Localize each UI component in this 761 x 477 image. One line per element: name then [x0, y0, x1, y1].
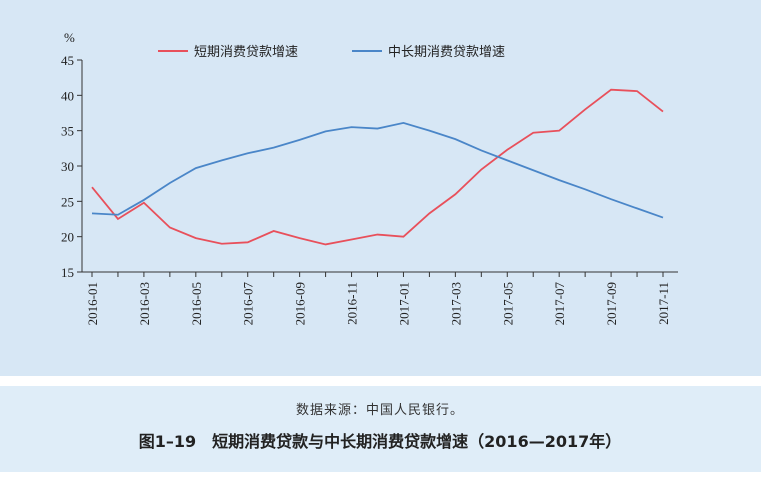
x-tick-label: 2017-11 — [656, 282, 671, 325]
y-tick-label: 45 — [61, 53, 74, 68]
x-tick-label: 2016-09 — [293, 282, 308, 325]
y-tick-label: 15 — [61, 265, 74, 280]
x-tick-label: 2017-07 — [552, 282, 567, 326]
y-tick-label: 20 — [61, 230, 74, 245]
x-tick-label: 2017-09 — [604, 282, 619, 325]
series-line — [91, 88, 664, 246]
series-line — [91, 121, 664, 219]
x-tick-label: 2016-07 — [241, 282, 256, 326]
y-tick-label: 40 — [61, 88, 74, 103]
x-tick-label: 2017-05 — [500, 282, 515, 325]
y-tick-label: 30 — [61, 159, 74, 174]
x-tick-label: 2016-05 — [189, 282, 204, 325]
x-tick-label: 2016-01 — [85, 282, 100, 325]
source: 数据来源：中国人民银行。 — [296, 402, 464, 417]
caption: 图1–19 短期消费贷款与中长期消费贷款增速（2016—2017年） — [139, 432, 621, 451]
caption-panel — [0, 386, 761, 472]
x-tick-label: 2016-03 — [137, 282, 152, 325]
y-tick-label: 25 — [61, 194, 74, 209]
chart-panel — [0, 0, 761, 376]
legend-label: 短期消费贷款增速 — [194, 44, 298, 59]
y-unit: % — [64, 30, 75, 45]
x-tick-label: 2017-03 — [448, 282, 463, 325]
legend-label: 中长期消费贷款增速 — [388, 44, 505, 59]
x-tick-label: 2016-11 — [345, 282, 360, 325]
y-tick-label: 35 — [61, 124, 74, 139]
x-tick-label: 2017-01 — [396, 282, 411, 325]
